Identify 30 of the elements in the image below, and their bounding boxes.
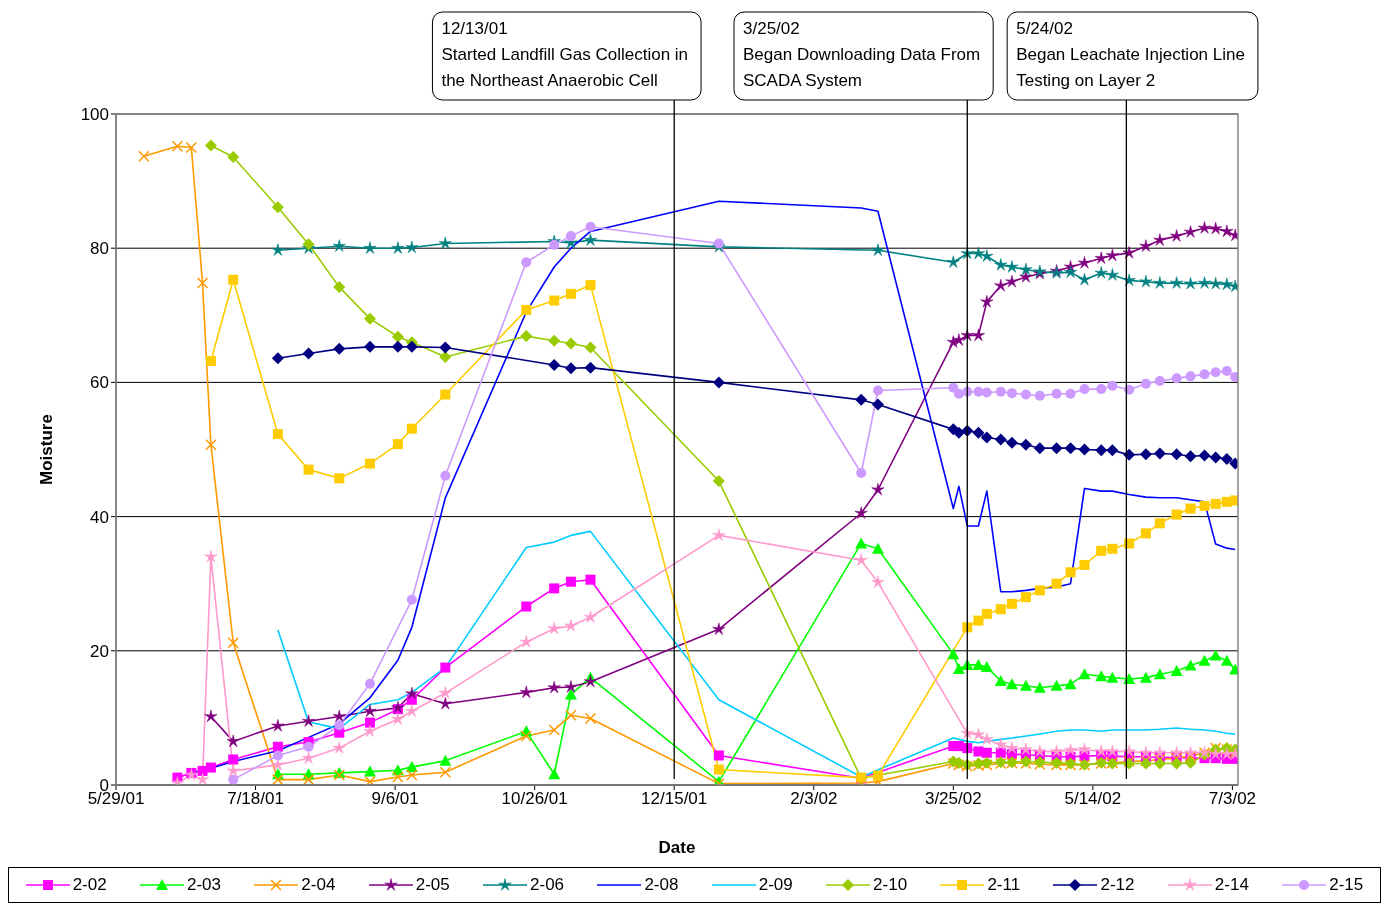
legend-label: 2-05 <box>415 875 450 895</box>
y-axis-title: Moisture <box>37 414 57 485</box>
legend-label: 2-09 <box>758 875 793 895</box>
y-tick-label: 20 <box>90 641 109 661</box>
x-tick-label: 2/3/02 <box>790 789 838 809</box>
y-tick-label: 40 <box>90 507 109 527</box>
x-tick-label: 9/6/01 <box>371 789 419 809</box>
legend-label: 2-08 <box>644 875 679 895</box>
legend-label: 2-03 <box>187 875 222 895</box>
x-axis-title: Date <box>658 838 696 857</box>
x-tick-label: 7/3/02 <box>1208 789 1257 809</box>
legend-label: 2-02 <box>72 875 107 895</box>
legend-label: 2-04 <box>301 875 336 895</box>
x-tick-label: 12/15/01 <box>641 789 708 809</box>
legend-label: 2-12 <box>1100 875 1135 895</box>
y-tick-label: 100 <box>80 105 109 125</box>
legend-label: 2-10 <box>873 875 908 895</box>
x-tick-label: 3/25/02 <box>924 789 982 809</box>
ref-line-label: 3/25/02 Began Downloading Data From SCADA System <box>743 19 981 90</box>
legend-label: 2-14 <box>1214 875 1249 895</box>
x-tick-label: 7/18/01 <box>227 789 284 809</box>
ref-line-label: 12/13/01 Started Landfill Gas Collection in the Northeast Anaerobic Cell <box>441 19 689 90</box>
legend-label: 2-11 <box>987 875 1021 895</box>
x-tick-label: 10/26/01 <box>501 789 568 809</box>
ref-line-label: 5/24/02 Began Leachate Injection Line Testing on Layer 2 <box>1016 19 1245 90</box>
x-tick-label: 5/14/02 <box>1064 789 1122 809</box>
y-tick-label: 80 <box>90 239 109 259</box>
legend-label: 2-15 <box>1329 875 1364 895</box>
y-tick-label: 60 <box>90 373 109 393</box>
legend-label: 2-06 <box>530 875 565 895</box>
